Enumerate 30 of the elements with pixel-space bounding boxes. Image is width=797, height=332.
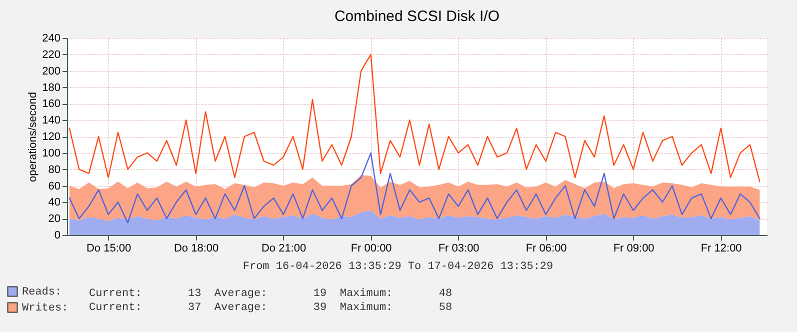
y-tick-label: 240 xyxy=(42,32,60,44)
line-series xyxy=(68,54,760,182)
legend-label: Writes: xyxy=(22,302,68,314)
y-tick-label: 180 xyxy=(42,82,60,94)
x-tick-label: Fr 06:00 xyxy=(526,242,567,254)
y-tick-label: 100 xyxy=(42,147,60,160)
y-tick-label: 220 xyxy=(42,48,60,61)
y-tick-label: 200 xyxy=(42,65,60,78)
x-tick-label: Fr 09:00 xyxy=(613,242,654,254)
text: From 16-04-2026 13:35:29 To 17-04-2026 13:35:29 xyxy=(242,261,554,273)
y-tick-label: 40 xyxy=(48,196,60,209)
y-tick-label: 20 xyxy=(48,213,60,226)
y-tick-label: 80 xyxy=(48,164,60,176)
text: Current: 13 Average: 19 Maximum: 48 xyxy=(89,288,452,300)
y-tick-label: 120 xyxy=(42,131,60,143)
x-tick-label: Fr 00:00 xyxy=(350,242,392,254)
x-tick-label: Fr 12:00 xyxy=(700,242,742,254)
line-series xyxy=(68,152,760,224)
legend-label: Reads: xyxy=(22,286,62,298)
y-tick-label: 140 xyxy=(42,114,60,127)
y-tick-label: 0 xyxy=(54,230,60,242)
y-axis-title: operations/second xyxy=(27,92,40,182)
x-tick-label: Do 21:00 xyxy=(261,242,306,254)
chart-title: Combined SCSI Disk I/O xyxy=(334,8,500,25)
y-tick-label: 160 xyxy=(42,98,60,110)
x-tick-label: Do 18:00 xyxy=(174,242,219,254)
text: Current: 37 Average: 39 Maximum: 58 xyxy=(89,302,452,314)
y-tick-label: 60 xyxy=(48,180,60,192)
x-tick-label: Fr 03:00 xyxy=(438,242,480,254)
x-tick-label: Do 15:00 xyxy=(86,242,132,254)
